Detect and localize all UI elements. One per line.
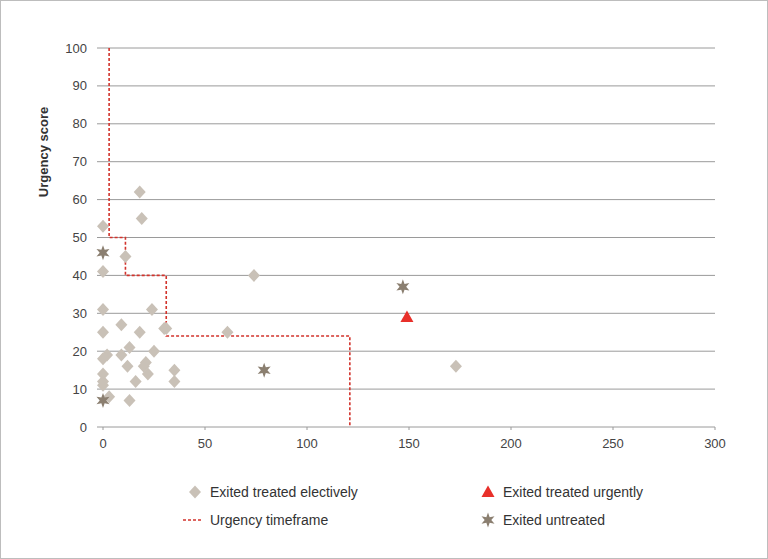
y-tick-label: 10 [73, 382, 87, 397]
point [396, 279, 409, 294]
y-tick-label: 60 [73, 192, 87, 207]
point [97, 326, 109, 339]
point [101, 348, 113, 361]
point [124, 394, 136, 407]
point [97, 220, 109, 233]
legend-label: Exited treated electively [210, 484, 358, 500]
grid-line [97, 275, 715, 276]
urgency-line [109, 48, 350, 427]
y-tick-label: 0 [80, 420, 87, 435]
point [115, 318, 127, 331]
grid-line [97, 123, 715, 124]
point [130, 375, 142, 388]
x-tick-label: 150 [398, 436, 420, 451]
y-tick-label: 30 [73, 306, 87, 321]
legend-label: Exited treated urgently [503, 484, 643, 500]
point [136, 212, 148, 225]
point [140, 356, 152, 369]
x-tick [613, 427, 614, 430]
plot-marks [97, 48, 462, 427]
y-tick-label: 90 [73, 78, 87, 93]
chart: 0 10 20 30 40 50 60 70 80 90 100 0 50 100 150 200 250 300… [0, 0, 768, 559]
grid-line [97, 351, 715, 352]
grid-line [97, 389, 715, 390]
point [119, 250, 131, 263]
x-tick-label: 0 [99, 436, 106, 451]
y-axis-title: Urgency score [36, 107, 51, 197]
y-tick-label: 100 [65, 41, 87, 56]
point [124, 341, 136, 354]
point [148, 345, 160, 358]
point [115, 348, 127, 361]
grid-line [97, 427, 715, 428]
x-tick [205, 427, 206, 430]
point [160, 322, 172, 335]
point [97, 265, 109, 278]
point [134, 186, 146, 199]
point [258, 363, 271, 378]
grid-line [97, 237, 715, 238]
point [168, 375, 180, 388]
x-tick-label: 300 [704, 436, 726, 451]
x-tick [409, 427, 410, 430]
legend-label: Exited untreated [503, 512, 605, 528]
point [142, 367, 154, 380]
point [400, 311, 413, 323]
point [97, 245, 110, 260]
grid-line [97, 85, 715, 86]
x-tick-label: 250 [602, 436, 624, 451]
point [134, 326, 146, 339]
y-tick-label: 40 [73, 268, 87, 283]
x-tick [511, 427, 512, 430]
y-tick-label: 50 [73, 230, 87, 245]
point [146, 303, 158, 316]
point [121, 360, 133, 373]
point [97, 303, 109, 316]
x-tick-label: 50 [198, 436, 212, 451]
grid-line [97, 161, 715, 162]
legend-label: Urgency timeframe [210, 512, 328, 528]
point [221, 326, 233, 339]
grid-line [97, 48, 715, 49]
legend-swatch [189, 486, 201, 499]
x-tick [103, 427, 104, 430]
x-tick [715, 427, 716, 430]
point [97, 393, 110, 408]
legend-swatch [482, 513, 495, 528]
point [168, 364, 180, 377]
y-tick-label: 70 [73, 154, 87, 169]
grid-line [97, 199, 715, 200]
x-tick [307, 427, 308, 430]
point [97, 379, 109, 392]
x-tick-label: 100 [296, 436, 318, 451]
y-tick-label: 20 [73, 344, 87, 359]
legend-swatch [482, 486, 495, 498]
frame [1, 1, 768, 559]
point [248, 269, 260, 282]
y-tick-label: 80 [73, 116, 87, 131]
x-tick-label: 200 [500, 436, 522, 451]
legend-swatch [183, 519, 201, 521]
point [450, 360, 462, 373]
